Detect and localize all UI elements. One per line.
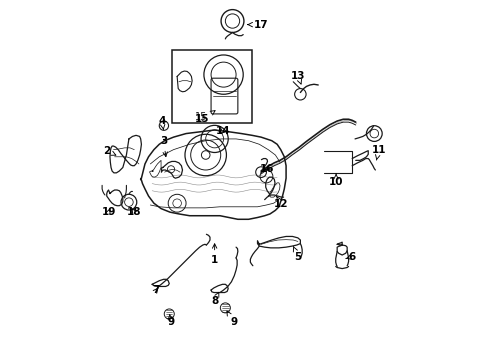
Text: 15: 15 (195, 112, 207, 122)
Text: 19: 19 (101, 207, 116, 217)
Text: 10: 10 (329, 174, 343, 187)
Text: 9: 9 (227, 311, 237, 327)
Text: 11: 11 (372, 145, 386, 160)
FancyBboxPatch shape (172, 50, 252, 123)
Text: 18: 18 (127, 207, 142, 217)
Text: 15: 15 (195, 111, 215, 124)
Text: 7: 7 (153, 285, 160, 295)
Text: 9: 9 (167, 314, 174, 327)
Text: 16: 16 (260, 163, 274, 174)
Text: 4: 4 (158, 116, 166, 129)
Text: 14: 14 (216, 126, 230, 136)
Text: 12: 12 (274, 197, 289, 209)
Text: 17: 17 (248, 19, 269, 30)
Text: 8: 8 (211, 292, 219, 306)
Text: 2: 2 (103, 146, 116, 156)
Text: 5: 5 (294, 247, 301, 262)
Text: 3: 3 (160, 136, 168, 157)
Text: 6: 6 (346, 252, 356, 262)
Text: 13: 13 (291, 71, 305, 84)
Text: 1: 1 (211, 244, 218, 265)
